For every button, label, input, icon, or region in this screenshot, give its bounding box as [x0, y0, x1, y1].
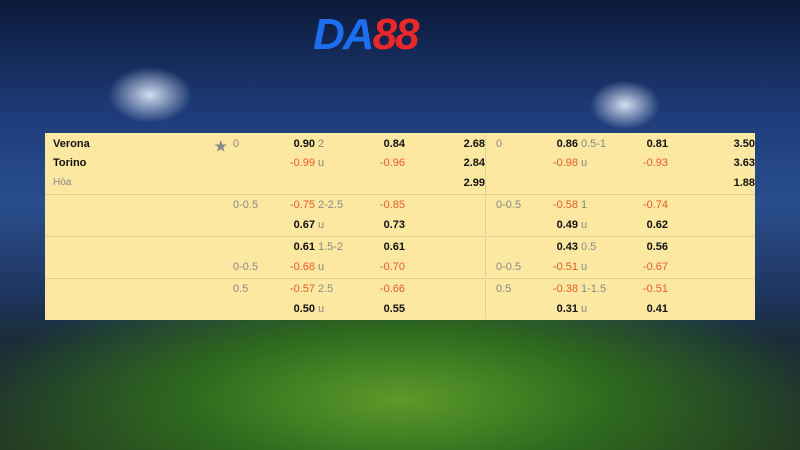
h1-hdp-line: 0: [496, 137, 503, 150]
ft-hdp-odds[interactable]: -0.57: [289, 283, 315, 296]
ft-hdp-odds[interactable]: -0.68: [289, 260, 315, 273]
odds-line: 0.50 u 0.55 0.31 u 0.41: [45, 299, 755, 319]
column-divider: [485, 279, 493, 299]
h1-hdp-line: 0-0.5: [496, 199, 522, 212]
away-team: Torino: [53, 157, 87, 170]
h1-ou-line: 1: [581, 199, 588, 212]
odds-line: 0.5 -0.57 2.5 -0.66 0.5 -0.38 1-1.5 -0.51: [45, 279, 755, 299]
h1-ou-odds[interactable]: 0.41: [646, 302, 668, 315]
ft-1x2-odds[interactable]: 2.84: [463, 157, 485, 170]
ft-hdp-odds[interactable]: -0.75: [289, 199, 315, 212]
ft-ou-odds[interactable]: 0.55: [383, 302, 405, 315]
ft-hdp-odds[interactable]: 0.61: [293, 241, 315, 254]
star-icon[interactable]: ★: [214, 137, 227, 154]
ft-ou-odds[interactable]: 0.73: [383, 218, 405, 231]
h1-ou-line: 0.5: [581, 241, 597, 254]
h1-hdp-odds[interactable]: -0.58: [552, 199, 578, 212]
h1-ou-line: u: [581, 157, 588, 170]
h1-hdp-odds[interactable]: 0.31: [556, 302, 578, 315]
odds-line: Verona ★ 0 0.90 2 0.84 2.68 0 0.86 0.5-1 0.81 3.50: [45, 134, 755, 154]
ft-ou-line: u: [318, 218, 325, 231]
h1-ou-odds[interactable]: -0.67: [642, 260, 668, 273]
ft-1x2-odds[interactable]: 2.68: [463, 137, 485, 150]
ft-hdp-line: 0-0.5: [233, 260, 259, 273]
h1-ou-odds[interactable]: 0.56: [646, 241, 668, 254]
ft-hdp-odds[interactable]: 0.67: [293, 218, 315, 231]
column-divider: [485, 134, 493, 154]
column-divider: [485, 153, 493, 173]
h1-hdp-odds[interactable]: 0.86: [556, 137, 578, 150]
ft-ou-line: 2-2.5: [318, 199, 344, 212]
ft-ou-line: 1.5-2: [318, 241, 344, 254]
match-row: 0.61 1.5-2 0.61 0.43 0.5 0.56 0-0.5 -0.68 u -0.70…: [45, 237, 755, 279]
odds-line: Hòa 2.99 1.88: [45, 173, 755, 193]
h1-ou-line: u: [581, 218, 588, 231]
ft-ou-odds[interactable]: -0.85: [379, 199, 405, 212]
ft-hdp-odds[interactable]: 0.50: [293, 302, 315, 315]
column-divider: [485, 299, 493, 319]
ft-ou-odds[interactable]: -0.96: [379, 157, 405, 170]
odds-line: 0-0.5 -0.68 u -0.70 0-0.5 -0.51 u -0.67: [45, 257, 755, 277]
draw-label: Hòa: [53, 177, 72, 189]
h1-ou-odds[interactable]: 0.62: [646, 218, 668, 231]
h1-ou-odds[interactable]: 0.81: [646, 137, 668, 150]
ft-ou-odds[interactable]: 0.61: [383, 241, 405, 254]
h1-hdp-odds[interactable]: -0.38: [552, 283, 578, 296]
h1-hdp-line: 0.5: [496, 283, 512, 296]
h1-hdp-line: 0-0.5: [496, 260, 522, 273]
h1-ou-line: 1-1.5: [581, 283, 607, 296]
ft-hdp-line: 0-0.5: [233, 199, 259, 212]
ft-ou-odds[interactable]: -0.70: [379, 260, 405, 273]
odds-line: Torino -0.99 u -0.96 2.84 -0.98 u -0.93 3.63: [45, 153, 755, 173]
ft-hdp-line: 0: [233, 137, 240, 150]
match-row: 0.5 -0.57 2.5 -0.66 0.5 -0.38 1-1.5 -0.51 0.50 u 0…: [45, 279, 755, 320]
odds-table: Verona ★ 0 0.90 2 0.84 2.68 0 0.86 0.5-1 0.81 3.50 T…: [45, 133, 755, 320]
h1-ou-odds[interactable]: -0.51: [642, 283, 668, 296]
ft-hdp-odds[interactable]: -0.99: [289, 157, 315, 170]
column-divider: [485, 215, 493, 235]
odds-line: 0-0.5 -0.75 2-2.5 -0.85 0-0.5 -0.58 1 -0.74: [45, 195, 755, 215]
column-divider: [485, 195, 493, 215]
ft-ou-line: u: [318, 302, 325, 315]
ft-1x2-odds[interactable]: 2.99: [463, 176, 485, 189]
h1-hdp-odds[interactable]: 0.49: [556, 218, 578, 231]
ft-ou-line: 2: [318, 137, 325, 150]
ft-hdp-odds[interactable]: 0.90: [293, 137, 315, 150]
ft-ou-line: u: [318, 157, 325, 170]
h1-ou-line: u: [581, 302, 588, 315]
da88-logo: DA88: [313, 10, 420, 59]
odds-line: 0.67 u 0.73 0.49 u 0.62: [45, 215, 755, 235]
h1-hdp-odds[interactable]: -0.51: [552, 260, 578, 273]
ft-ou-odds[interactable]: 0.84: [383, 137, 405, 150]
odds-line: 0.61 1.5-2 0.61 0.43 0.5 0.56: [45, 237, 755, 257]
match-row: Verona ★ 0 0.90 2 0.84 2.68 0 0.86 0.5-1 0.81 3.50 T…: [45, 133, 755, 195]
h1-1x2-odds[interactable]: 1.88: [733, 176, 755, 189]
h1-hdp-odds[interactable]: 0.43: [556, 241, 578, 254]
ft-ou-line: u: [318, 260, 325, 273]
ft-ou-line: 2.5: [318, 283, 334, 296]
ft-hdp-line: 0.5: [233, 283, 249, 296]
h1-ou-line: u: [581, 260, 588, 273]
h1-ou-line: 0.5-1: [581, 137, 607, 150]
column-divider: [485, 173, 493, 193]
ft-ou-odds[interactable]: -0.66: [379, 283, 405, 296]
column-divider: [485, 237, 493, 257]
h1-hdp-odds[interactable]: -0.98: [552, 157, 578, 170]
h1-1x2-odds[interactable]: 3.50: [733, 137, 755, 150]
h1-ou-odds[interactable]: -0.74: [642, 199, 668, 212]
h1-1x2-odds[interactable]: 3.63: [733, 157, 755, 170]
column-divider: [485, 257, 493, 277]
h1-ou-odds[interactable]: -0.93: [642, 157, 668, 170]
match-row: 0-0.5 -0.75 2-2.5 -0.85 0-0.5 -0.58 1 -0.74 0.67…: [45, 195, 755, 237]
home-team: Verona ★: [53, 137, 227, 154]
